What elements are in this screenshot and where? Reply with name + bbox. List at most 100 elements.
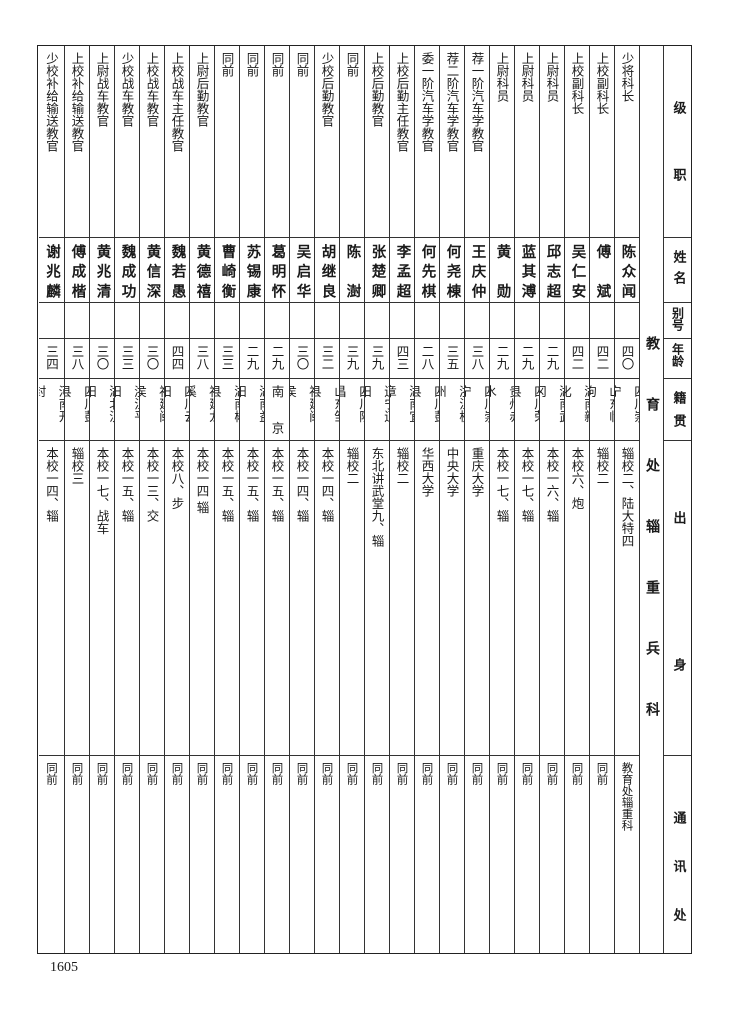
- name-text: 李孟超: [394, 244, 411, 298]
- cell-age: 二九: [540, 339, 564, 379]
- table-row: 上校战车主任教官 魏若愚 四四 四川云阳 本校八、步 同前: [164, 46, 189, 953]
- name-text: 谢兆麟: [44, 244, 60, 298]
- table-row: 上尉科员 邱志超 二九 湖南武冈 本校一六、辎 同前: [539, 46, 564, 953]
- cell-rank: 上校战车教官: [140, 46, 164, 238]
- header-alias: 别号: [664, 303, 691, 339]
- address-text: 同前: [520, 762, 535, 785]
- background-text: 本校一六、辎: [544, 447, 560, 522]
- table-row: 少校后勤教官 胡继良 三二 山东邹县 本校一四、辎 同前: [314, 46, 339, 953]
- rank-text: 荐二阶汽车学教官: [444, 52, 460, 152]
- rank-text: 上校补给输送教官: [69, 52, 85, 152]
- name-text: 黄勋: [494, 244, 511, 298]
- native-text: 湖南宜章: [390, 385, 414, 423]
- name-text: 黄德禧: [194, 244, 211, 298]
- cell-alias: [515, 303, 539, 339]
- cell-background: 重庆大学: [465, 441, 489, 756]
- name-text: 陈众闻: [619, 244, 636, 298]
- background-text: 本校一七、战车: [94, 447, 110, 535]
- name-text: 蓝其溥: [519, 244, 536, 298]
- rank-text: 上尉科员: [544, 52, 560, 102]
- address-text: 教育处辎重科: [620, 762, 635, 831]
- cell-name: 蓝其溥: [515, 238, 539, 303]
- native-text: 湖南武冈: [540, 385, 564, 423]
- cell-address: 同前: [340, 756, 364, 953]
- address-text: 同前: [395, 762, 410, 785]
- address-text: 同前: [470, 762, 485, 785]
- address-text: 同前: [220, 762, 235, 785]
- age-text: 四三: [394, 345, 410, 370]
- cell-rank: 上尉科员: [490, 46, 514, 238]
- cell-alias: [290, 303, 314, 339]
- cell-rank: 上校副科长: [590, 46, 614, 238]
- cell-native: 辽宁辽阳: [365, 379, 389, 441]
- table-row: 上校补给输送教官 傅成楷 三八 四川彭县 辎校三 同前: [64, 46, 89, 953]
- cell-background: 本校一五、辎: [215, 441, 239, 756]
- cell-native: 四川彭县: [65, 379, 89, 441]
- cell-background: 本校一七、辎: [490, 441, 514, 756]
- name-text: 吴仁安: [569, 244, 586, 298]
- native-text: 湖南郴县: [215, 385, 239, 423]
- cell-address: 同前: [290, 756, 314, 953]
- cell-name: 李孟超: [390, 238, 414, 303]
- table-row: 少校补给输送教官 谢兆麟 三四 河南开封 本校一四、辎 同前: [39, 46, 64, 953]
- native-text: 四川荣县: [515, 385, 539, 423]
- cell-alias: [465, 303, 489, 339]
- native-text: 山东临朐: [590, 385, 614, 423]
- table-row: 少将科长 陈众闻 四〇 四川崇宁 辎校二、陆大特四 教育处辎重科: [614, 46, 639, 953]
- cell-native: 四川崇宁: [465, 379, 489, 441]
- age-text: 三八: [469, 345, 485, 370]
- background-text: 本校一七、辎: [519, 447, 535, 522]
- background-text: 中央大学: [444, 447, 460, 497]
- native-text: 贵州赤水: [490, 385, 514, 423]
- cell-background: 本校一七、战车: [90, 441, 114, 756]
- background-text: 本校一三、交: [144, 447, 160, 522]
- rank-text: 少校战车教官: [119, 52, 135, 127]
- cell-address: 同前: [515, 756, 539, 953]
- background-text: 本校一五、辎: [119, 447, 135, 522]
- cell-address: 同前: [390, 756, 414, 953]
- address-text: 同前: [70, 762, 85, 785]
- cell-rank: 荐一阶汽车学教官: [465, 46, 489, 238]
- cell-rank: 荐二阶汽车学教官: [440, 46, 464, 238]
- address-text: 同前: [45, 762, 59, 785]
- cell-age: 三〇: [90, 339, 114, 379]
- table-row: 上尉战车教官 黄兆清 三〇 湖北汉阳 本校一七、战车 同前: [89, 46, 114, 953]
- cell-rank: 同前: [240, 46, 264, 238]
- cell-age: 三八: [65, 339, 89, 379]
- address-text: 同前: [320, 762, 335, 785]
- cell-name: 魏若愚: [165, 238, 189, 303]
- age-text: 三八: [69, 345, 85, 370]
- cell-rank: 上校战车主任教官: [165, 46, 189, 238]
- cell-rank: 同前: [340, 46, 364, 238]
- native-text: 浙江平阳: [115, 385, 139, 423]
- table-row: 上尉科员 黄勋 二九 贵州赤水 本校一七、辎 同前: [489, 46, 514, 953]
- rank-text: 同前: [294, 52, 310, 77]
- cell-background: 本校六、炮: [565, 441, 589, 756]
- cell-alias: [390, 303, 414, 339]
- cell-name: 黄勋: [490, 238, 514, 303]
- cell-address: 同前: [190, 756, 214, 953]
- cell-native: 湖南郴县: [215, 379, 239, 441]
- address-text: 同前: [495, 762, 510, 785]
- address-text: 同前: [195, 762, 210, 785]
- cell-age: 二九: [265, 339, 289, 379]
- table-row: 上尉科员 蓝其溥 二九 四川荣县 本校一七、辎 同前: [514, 46, 539, 953]
- rank-text: 上校副科长: [594, 52, 610, 115]
- cell-background: 本校一四、辎: [290, 441, 314, 756]
- cell-background: 本校一七、辎: [515, 441, 539, 756]
- name-text: 曹崎衡: [219, 244, 236, 298]
- address-text: 同前: [145, 762, 160, 785]
- cell-age: 三五: [440, 339, 464, 379]
- header-rank: 级职: [664, 46, 691, 238]
- cell-native: 四川荣县: [515, 379, 539, 441]
- cell-address: 同前: [65, 756, 89, 953]
- cell-alias: [90, 303, 114, 339]
- cell-native: 福建龙溪: [190, 379, 214, 441]
- cell-rank: 同前: [265, 46, 289, 238]
- address-text: 同前: [120, 762, 135, 785]
- cell-native: 福建闽侯: [140, 379, 164, 441]
- age-text: 二九: [244, 345, 260, 370]
- cell-rank: 上校补给输送教官: [65, 46, 89, 238]
- native-text: 四川隆昌: [340, 385, 364, 423]
- table-row: 同前 吴启华 三〇 福建闽侯 本校一四、辎 同前: [289, 46, 314, 953]
